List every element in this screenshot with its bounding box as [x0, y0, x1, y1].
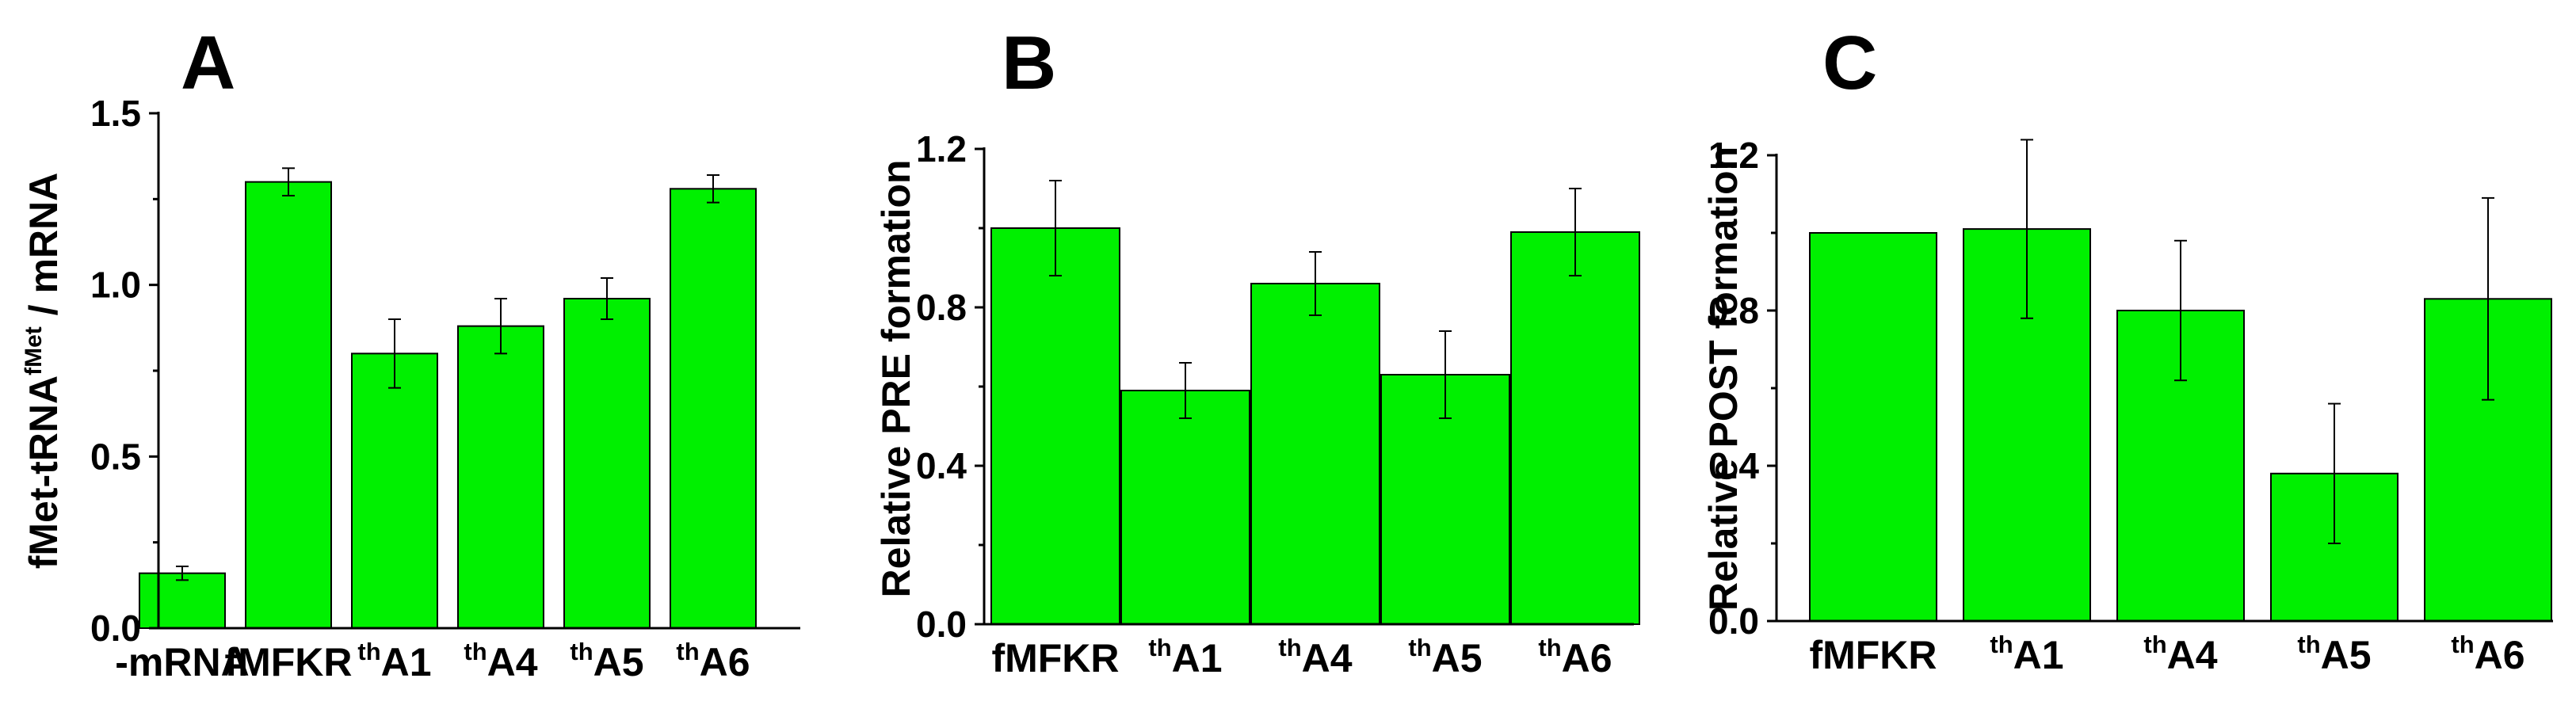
y-tick-label: 0.4: [916, 445, 967, 486]
bar: [1250, 283, 1380, 625]
y-axis-label: Relative PRE formation: [874, 160, 918, 598]
y-tick-label: 0.8: [916, 287, 967, 328]
bar: [457, 325, 544, 629]
y-tick-label: 1.5: [90, 93, 141, 134]
y-tick-label: 0.0: [90, 608, 141, 649]
bar: [1120, 390, 1250, 625]
category-label: thA4: [1278, 634, 1352, 680]
category-label: fMFKR: [1809, 633, 1937, 677]
panel-letter: A: [181, 21, 235, 105]
bar: [990, 227, 1120, 625]
y-tick-label: 0.4: [1708, 445, 1759, 486]
category-label: thA1: [1148, 634, 1222, 680]
bar: [351, 352, 438, 629]
bar: [1809, 232, 1937, 622]
bar: [670, 188, 757, 630]
category-label: thA6: [676, 638, 750, 684]
category-label: thA6: [2451, 631, 2524, 677]
category-label: thA5: [1408, 634, 1482, 680]
y-tick-label: 0.8: [1708, 290, 1759, 331]
category-label: thA5: [570, 638, 643, 684]
y-axis-label: Relative POST formation: [1701, 147, 1746, 611]
category-label: thA1: [357, 638, 431, 684]
panel-letter: C: [1822, 21, 1877, 105]
category-label: -mRNA: [115, 640, 249, 684]
bar: [245, 181, 332, 629]
y-tick-label: 1.0: [90, 265, 141, 306]
category-label: thA4: [464, 638, 537, 684]
y-tick-label: 0.5: [90, 436, 141, 477]
y-tick-label: 1.2: [916, 128, 967, 170]
bar: [1510, 231, 1640, 625]
category-label: fMFKR: [991, 636, 1119, 680]
category-label: thA1: [1990, 631, 2063, 677]
bar: [139, 572, 226, 630]
y-tick-label: 0.0: [916, 604, 967, 645]
y-tick-label: 1.2: [1708, 135, 1759, 176]
category-label: thA6: [1538, 634, 1612, 680]
category-label: thA5: [2297, 631, 2371, 677]
bar: [563, 298, 651, 629]
panel-letter: B: [1002, 21, 1056, 105]
y-tick-label: 0.0: [1708, 600, 1759, 642]
category-label: thA4: [2143, 631, 2217, 677]
category-label: fMFKR: [224, 640, 352, 684]
y-axis-label: fMet-tRNAfMet / mRNA: [21, 173, 66, 570]
